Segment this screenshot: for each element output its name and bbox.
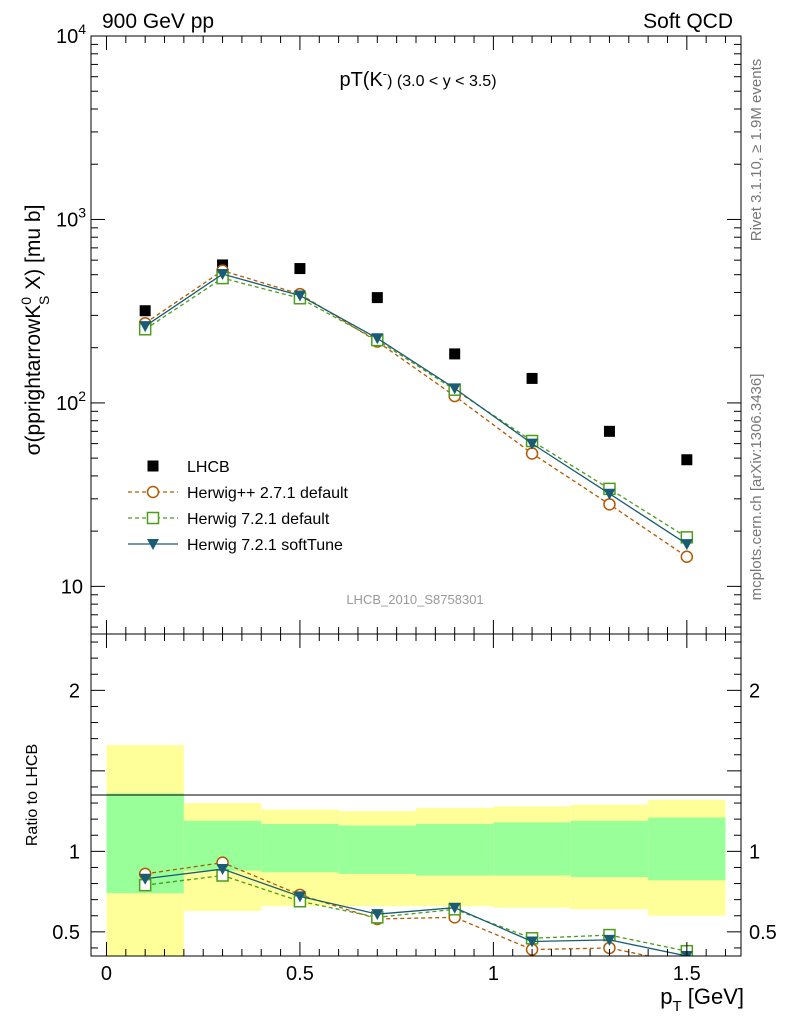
ratio-series-2-point-5 bbox=[526, 936, 539, 948]
main-series-3-line bbox=[144, 273, 688, 545]
y-axis-label-sub: S bbox=[36, 296, 52, 305]
ratio-y-tick-label: 0.5 bbox=[52, 922, 80, 944]
ratio-series-2-point-0 bbox=[139, 873, 152, 885]
main-y-tick-label: 103 bbox=[56, 204, 86, 231]
x-axis-label-sub: T bbox=[672, 998, 681, 1015]
x-axis-label: pT [GeV] bbox=[660, 984, 744, 1015]
legend-marker-3 bbox=[147, 539, 159, 550]
ratio-ticks bbox=[91, 634, 741, 956]
main-series-0-point-7 bbox=[681, 454, 693, 466]
legend-marker-2 bbox=[146, 511, 160, 525]
ratio-band-green bbox=[261, 823, 339, 873]
main-y-tick-label-base: 10 bbox=[56, 393, 78, 415]
main-y-tick-label-base: 10 bbox=[56, 209, 78, 231]
main-series-3-point-1 bbox=[216, 269, 229, 281]
y-axis-label-sup: 0 bbox=[18, 297, 34, 305]
header-left: 900 GeV pp bbox=[102, 10, 214, 33]
ratio-series-2-point-2 bbox=[293, 891, 306, 903]
main-y-tick-label-exp: 3 bbox=[78, 204, 86, 220]
main-y-tick-label-base: 10 bbox=[61, 576, 83, 598]
ratio-y-tick-label-right: 2 bbox=[749, 680, 760, 702]
y-axis-label-tail: X) [mu b] bbox=[22, 205, 45, 296]
main-series-3-point-6 bbox=[603, 488, 616, 500]
ratio-series bbox=[138, 856, 694, 956]
legend-label-2: Herwig 7.2.1 default bbox=[187, 511, 330, 528]
main-y-tick-label: 102 bbox=[56, 388, 86, 415]
ratio-y-tick-label: 1 bbox=[69, 841, 80, 863]
main-y-tick-label-exp: 2 bbox=[78, 388, 86, 404]
x-tick-labels: 0 0.5 1 1.5 bbox=[101, 963, 701, 985]
main-series-0-point-5 bbox=[526, 372, 538, 384]
ratio-series-2-point-6 bbox=[603, 934, 616, 946]
x-axis-label-main: p bbox=[660, 984, 672, 1009]
main-y-tick-label-base: 10 bbox=[56, 26, 78, 48]
header-right: Soft QCD bbox=[643, 10, 733, 33]
legend-marker-1 bbox=[146, 485, 160, 499]
rivet-label: Rivet 3.1.10, ≥ 1.9M events bbox=[748, 59, 765, 242]
main-series-3-point-3 bbox=[371, 333, 384, 345]
main-series-0-point-2 bbox=[294, 263, 306, 275]
ratio-band-green bbox=[493, 822, 571, 876]
ratio-band-green bbox=[570, 820, 649, 878]
main-series-0-point-3 bbox=[371, 292, 383, 304]
main-ticks bbox=[91, 35, 741, 634]
main-series-1-point-7 bbox=[680, 550, 694, 564]
x-axis-label-tail: [GeV] bbox=[682, 984, 744, 1009]
mcplots-label: mcplots.cern.ch [arXiv:1306.3436] bbox=[748, 374, 765, 601]
plot-title-tail: ) (3.0 < y < 3.5) bbox=[387, 73, 496, 90]
ratio-panel: 0.5 0.5 1 1 2 2 0 0.5 1 1.5 Ratio to LHCB pT [Ge… bbox=[24, 633, 777, 1015]
ratio-y-tick-label-right: 0.5 bbox=[749, 922, 777, 944]
plot-title-sup: - bbox=[383, 66, 387, 81]
legend-label-1: Herwig++ 2.7.1 default bbox=[187, 485, 349, 502]
legend-label-0: LHCB bbox=[187, 459, 230, 476]
main-series-3-point-4 bbox=[448, 383, 461, 395]
x-tick-label: 1.5 bbox=[673, 963, 701, 985]
main-y-tick-label: 10 bbox=[61, 576, 83, 598]
ratio-series-2-point-4 bbox=[448, 902, 461, 914]
y-axis-label-main: σ(pprightarrowK bbox=[22, 305, 45, 456]
x-tick-label: 1 bbox=[488, 963, 499, 985]
x-tick-label: 0.5 bbox=[286, 963, 314, 985]
analysis-watermark: LHCB_2010_S8758301 bbox=[346, 592, 483, 607]
ratio-y-axis-label: Ratio to LHCB bbox=[24, 744, 41, 846]
ratio-band-green bbox=[338, 825, 416, 874]
ratio-frame bbox=[90, 633, 742, 957]
main-series-1-line bbox=[144, 269, 688, 558]
main-series-3-point-2 bbox=[293, 290, 306, 302]
main-series-3-point-0 bbox=[139, 321, 152, 333]
main-series-1-point-6 bbox=[603, 498, 616, 511]
ratio-series-2-point-3 bbox=[371, 909, 384, 921]
main-series-3-point-5 bbox=[526, 438, 539, 450]
legend-marker-0 bbox=[147, 460, 159, 472]
ratio-y-tick-label-right: 1 bbox=[749, 841, 760, 863]
main-series-0-point-0 bbox=[139, 305, 151, 317]
main-series-2-line bbox=[144, 277, 688, 538]
ratio-series-1-line bbox=[145, 874, 687, 952]
plot-title-main: pT(K bbox=[339, 69, 383, 91]
main-series-1-point-5 bbox=[525, 447, 539, 460]
legend: LHCB Herwig++ 2.7.1 default Herwig 7.2.1 d… bbox=[128, 459, 349, 554]
ratio-series-2-point-1 bbox=[216, 864, 229, 876]
ratio-series-2-line bbox=[145, 868, 687, 956]
ratio-y-tick-label: 2 bbox=[69, 680, 80, 702]
legend-label-3: Herwig 7.2.1 softTune bbox=[187, 537, 343, 554]
main-series bbox=[138, 259, 694, 564]
ratio-band-green bbox=[648, 817, 726, 881]
x-tick-label: 0 bbox=[101, 963, 112, 985]
ratio-bands bbox=[106, 745, 726, 956]
y-axis-label: σ(pprightarrowK0 S X) [mu b] bbox=[18, 205, 52, 456]
main-y-tick-label-exp: 4 bbox=[78, 21, 86, 37]
ratio-series-0-line bbox=[145, 861, 652, 956]
main-series-3-point-7 bbox=[680, 539, 693, 551]
ratio-band-green bbox=[416, 823, 494, 876]
plot-title: pT(K-) (3.0 < y < 3.5) bbox=[339, 66, 496, 91]
main-series-0-point-4 bbox=[449, 348, 461, 360]
ratio-y-tick-labels: 0.5 0.5 1 1 2 2 bbox=[52, 680, 777, 944]
main-y-tick-label: 104 bbox=[56, 21, 86, 48]
main-series-0-point-6 bbox=[603, 425, 615, 437]
